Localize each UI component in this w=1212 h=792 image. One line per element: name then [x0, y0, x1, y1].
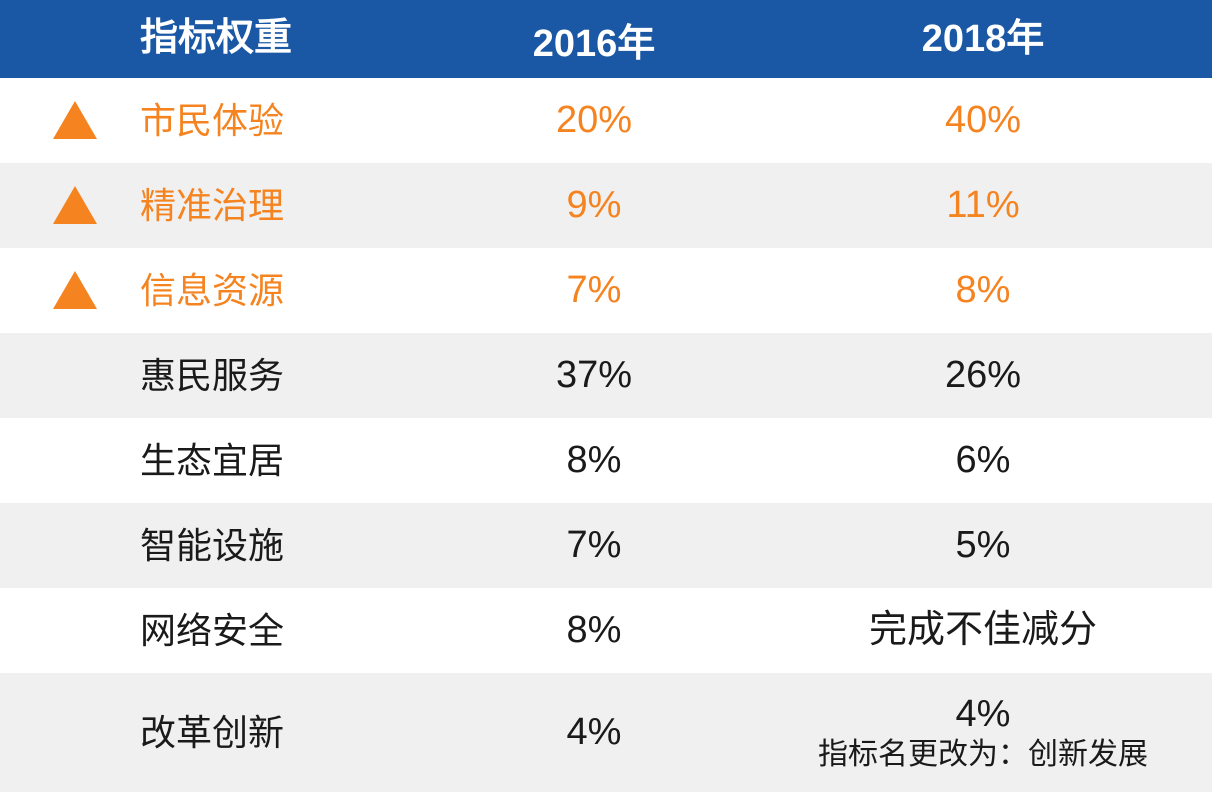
- value-2018: 完成不佳减分: [868, 609, 1097, 652]
- value-2016: 4%: [566, 711, 622, 753]
- table-row: 改革创新 4% 4% 指标名更改为：创新发展: [0, 673, 1212, 792]
- table-row: 精准治理 9% 11%: [0, 163, 1212, 248]
- indicator-cell: 生态宜居: [0, 440, 364, 481]
- value-2018-cell: 26%: [824, 354, 1212, 397]
- indicator-label: 精准治理: [140, 184, 285, 226]
- indicator-cell: 精准治理: [0, 185, 364, 226]
- up-triangle-icon: [53, 186, 97, 225]
- table-row: 生态宜居 8% 6%: [0, 418, 1212, 503]
- indicator-label: 改革创新: [140, 711, 285, 753]
- value-2016: 9%: [566, 184, 622, 226]
- indicator-cell: 智能设施: [0, 525, 364, 566]
- value-2016: 7%: [566, 269, 622, 311]
- table-row: 网络安全 8% 完成不佳减分: [0, 588, 1212, 673]
- header-2016-label: 2016年: [532, 22, 656, 65]
- value-2018: 5%: [955, 524, 1011, 567]
- header-indicator-weight-label: 指标权重: [140, 17, 293, 60]
- value-2018-cell: 11%: [824, 184, 1212, 227]
- value-2018: 26%: [944, 354, 1022, 397]
- table-row: 惠民服务 37% 26%: [0, 333, 1212, 418]
- table-header-row: 指标权重 2016年 2018年: [0, 0, 1212, 78]
- header-2016: 2016年: [364, 12, 824, 67]
- value-2018-cell: 5%: [824, 524, 1212, 567]
- indicator-label: 信息资源: [140, 269, 285, 311]
- value-2018-cell: 8%: [824, 269, 1212, 312]
- value-2016: 7%: [566, 524, 622, 566]
- value-2018: 6%: [955, 439, 1011, 482]
- indicator-label: 惠民服务: [140, 354, 285, 396]
- indicator-cell: 信息资源: [0, 270, 364, 311]
- table-body: 市民体验 20% 40% 精准治理 9% 11% 信息资源 7%: [0, 78, 1212, 792]
- value-2018-cell: 40%: [824, 99, 1212, 142]
- value-2018: 8%: [955, 269, 1011, 312]
- indicator-label: 网络安全: [140, 609, 285, 651]
- indicator-cell: 市民体验: [0, 100, 364, 141]
- value-2018-cell: 完成不佳减分: [824, 609, 1212, 652]
- indicator-cell: 网络安全: [0, 610, 364, 651]
- value-2016: 8%: [566, 439, 622, 481]
- header-indicator-weight: 指标权重: [0, 17, 364, 61]
- indicator-label: 市民体验: [140, 99, 285, 141]
- up-triangle-icon: [53, 101, 97, 140]
- value-2018: 40%: [944, 99, 1022, 142]
- indicator-cell: 惠民服务: [0, 355, 364, 396]
- table-row: 市民体验 20% 40%: [0, 78, 1212, 163]
- value-2018: 4%: [955, 692, 1011, 735]
- indicator-cell: 改革创新: [0, 712, 364, 753]
- value-2018-cell: 6%: [824, 439, 1212, 482]
- table-row: 信息资源 7% 8%: [0, 248, 1212, 333]
- value-2018: 11%: [946, 184, 1020, 227]
- value-2016: 8%: [566, 609, 622, 651]
- header-2018-label: 2018年: [921, 17, 1045, 60]
- indicator-label: 生态宜居: [140, 439, 285, 481]
- value-2016: 37%: [555, 354, 633, 396]
- header-2018: 2018年: [824, 18, 1212, 61]
- table-row: 智能设施 7% 5%: [0, 503, 1212, 588]
- value-2016: 20%: [555, 99, 633, 141]
- value-2018-cell: 4% 指标名更改为：创新发展: [818, 692, 1212, 772]
- value-2018-note: 指标名更改为：创新发展: [818, 738, 1148, 772]
- up-triangle-icon: [53, 271, 97, 310]
- indicator-label: 智能设施: [140, 524, 285, 566]
